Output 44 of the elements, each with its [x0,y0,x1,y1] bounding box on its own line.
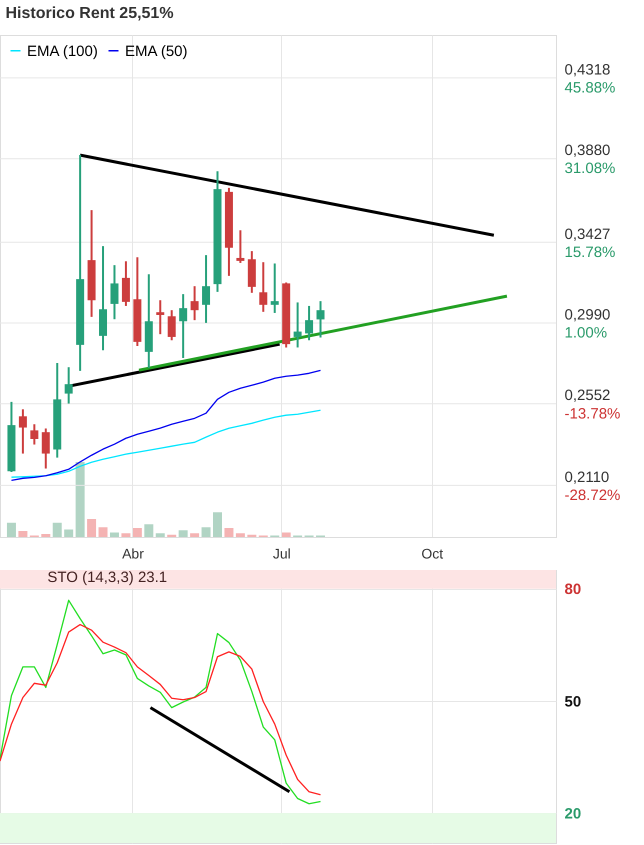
legend-label: EMA (50) [125,42,188,60]
x-tick-label: Jul [272,546,291,562]
bar [121,533,130,537]
chart-title: STO (14,3,3) 23.1 [47,569,168,586]
y-tick-label: 0,2990 [564,306,610,324]
bar [282,532,291,537]
bar [87,519,96,537]
bar [202,527,211,537]
bar [76,462,85,537]
line-series [0,624,322,796]
bar [190,533,200,537]
bar [236,533,245,537]
y2-tick-label: -28.72% [564,486,620,504]
y-tick-label: 0,2110 [564,468,610,486]
legend-label: EMA (100) [27,42,98,60]
y2-tick-label: 45.88% [564,79,616,96]
y-tick-label: 0,4318 [564,61,610,78]
bar [18,531,28,537]
bar [178,530,188,537]
bar [41,534,50,537]
y-tick-label: 0,3427 [564,226,610,243]
x-tick-label: Oct [421,546,444,562]
bar [98,527,108,537]
bar [110,532,119,537]
bar [132,528,142,537]
bar [156,533,165,537]
bar [224,528,234,537]
chart-title: Historico Rent 25,51% [6,5,174,22]
bar [52,522,62,537]
y2-tick-label: 1.00% [564,324,608,342]
y2-tick-label: 31.08% [564,160,616,178]
y-tick-label: 0,2552 [564,387,610,404]
bar [144,524,154,537]
y-tick-label: 80 [564,581,582,598]
y2-tick-label: -13.78% [564,405,620,422]
y2-tick-label: 15.78% [564,244,616,261]
x-tick-label: Abr [122,546,144,562]
y-tick-label: 20 [564,806,582,823]
bar [212,512,222,537]
y-tick-label: 0,3880 [564,142,610,160]
bar [64,530,74,537]
y-tick-label: 50 [564,693,582,710]
bar [6,522,16,537]
line-series [0,600,322,804]
